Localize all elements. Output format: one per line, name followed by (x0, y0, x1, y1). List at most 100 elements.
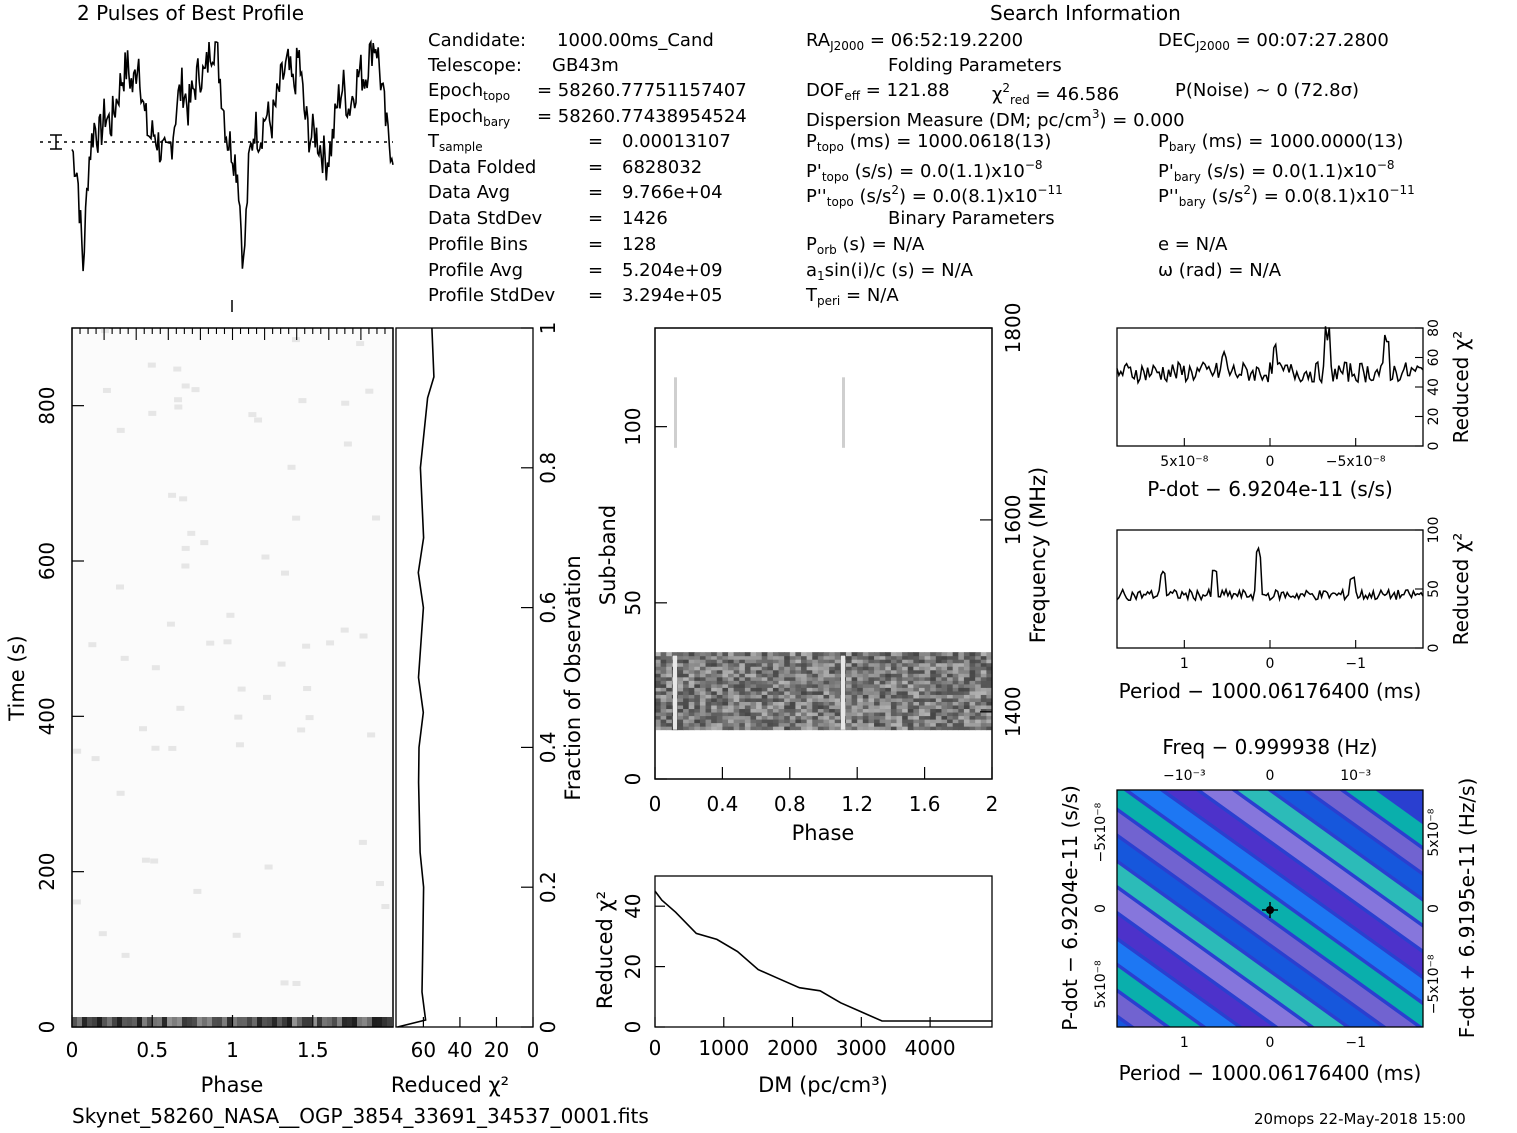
subband-pixel (924, 694, 931, 699)
subband-pixel (868, 662, 875, 667)
subband-pixel (941, 715, 948, 720)
subband-pixel (885, 683, 892, 688)
subband-pixel (907, 726, 914, 731)
ppdot-x2label: Freq − 0.999938 (Hz) (1162, 735, 1377, 759)
subband-pixel (963, 690, 971, 695)
subband-pixel (677, 687, 684, 692)
subband-pixel (913, 655, 920, 660)
subband-pixel (969, 662, 976, 667)
telescope-label: Telescope: (428, 55, 522, 76)
subband-pixel (941, 726, 948, 731)
subband-pixel (801, 673, 808, 678)
subband-pixel (660, 662, 667, 667)
subband-pixel (885, 669, 892, 674)
subband-pixel (694, 655, 701, 660)
subband-pixel (913, 712, 920, 717)
subband-pixel (801, 708, 808, 713)
subband-pixel (655, 705, 662, 710)
asini-line: a1sin(i)/c (s) = N/A (806, 260, 973, 283)
ppdot-xtick-label: 1 (1180, 1035, 1189, 1051)
time-phase-bottom-row (337, 1017, 342, 1027)
subband-pixel (722, 705, 729, 710)
subband-pixel (795, 680, 802, 685)
ppdot-y2tick-label: −5x10⁻⁸ (1426, 954, 1442, 1014)
time-phase-bottom-row (107, 1017, 112, 1027)
dm-tick-label: 1000 (698, 1036, 749, 1060)
subband-pixel (739, 715, 746, 720)
subband-pixel (845, 669, 853, 674)
subband-pixel (902, 666, 909, 671)
subband-pixel (817, 666, 824, 671)
subband-pixel (733, 669, 740, 674)
time-phase-bottom-row (277, 1017, 282, 1027)
chi2-tick-label: 0 (527, 1038, 540, 1062)
subband-pixel (722, 655, 729, 660)
subband-pixel (666, 662, 673, 667)
subband-pixel (907, 659, 914, 664)
subband-pixel (677, 726, 684, 731)
subband-pixel (683, 669, 690, 674)
subband-pixel (801, 687, 808, 692)
subband-pixel (795, 726, 802, 731)
subband-pixel (655, 722, 662, 727)
subband-pixel (975, 669, 982, 674)
subband-pixel (935, 697, 942, 702)
subband-pixel (958, 673, 965, 678)
subband-pixel (913, 652, 920, 657)
subband-pixel (812, 659, 819, 664)
subband-pixel (801, 726, 808, 731)
subband-pixel (857, 705, 864, 710)
time-phase-bottom-row (97, 1017, 102, 1027)
subband-pixel (862, 712, 869, 717)
subband-pixel (907, 690, 914, 695)
subband-pixel (874, 715, 881, 720)
epoch-bary-label: Epochbary (428, 106, 511, 129)
subband-pixel (829, 659, 836, 664)
subband-pixel (907, 680, 914, 685)
subband-pixel (761, 697, 768, 702)
subband-pixel (834, 666, 841, 671)
subband-pixel (930, 701, 937, 706)
subband-pixel (845, 655, 853, 660)
subband-pixel (812, 669, 819, 674)
subband-pixel (744, 680, 751, 685)
subband-pixel (761, 662, 768, 667)
subband-pixel (963, 662, 971, 667)
time-phase-bottom-row (262, 1017, 267, 1027)
subband-pixel (756, 683, 763, 688)
subband-pixel (722, 652, 729, 657)
ppdot-stripe (1117, 1018, 1129, 1027)
subband-pixel (778, 708, 785, 713)
subband-pixel (688, 676, 695, 681)
subband-pixel (784, 701, 791, 706)
subband-pixel (784, 690, 791, 695)
subband-pixel (722, 708, 729, 713)
subband-pixel (677, 690, 684, 695)
subband-vertical-streak (842, 377, 845, 448)
time-phase-bottom-row (332, 1017, 337, 1027)
subband-pixel (722, 701, 729, 706)
subband-pixel (930, 655, 937, 660)
time-phase-bottom-row (92, 1017, 97, 1027)
subband-pixel (801, 715, 808, 720)
subband-pixel (958, 655, 965, 660)
subband-pixel (801, 697, 808, 702)
subband-pixel (711, 715, 718, 720)
subband-pixel (716, 697, 723, 702)
subband-pixel (767, 666, 774, 671)
subband-pixel (728, 666, 735, 671)
period-chi2-ytick-label: 100 (1426, 517, 1442, 544)
subband-pixel (980, 690, 987, 695)
subband-pixel (952, 655, 959, 660)
subband-pixel (975, 697, 982, 702)
time-phase-bottom-row (377, 1017, 382, 1027)
subband-pixel (739, 705, 746, 710)
subband-pixel (789, 673, 796, 678)
subband-pixel (722, 726, 729, 731)
subband-pixel (913, 701, 920, 706)
subband-pixel (890, 690, 898, 695)
subband-pixel (930, 687, 937, 692)
time-phase-bottom-row (222, 1017, 227, 1027)
dm-tick-label: 2000 (767, 1036, 818, 1060)
subband-pixel (857, 701, 864, 706)
